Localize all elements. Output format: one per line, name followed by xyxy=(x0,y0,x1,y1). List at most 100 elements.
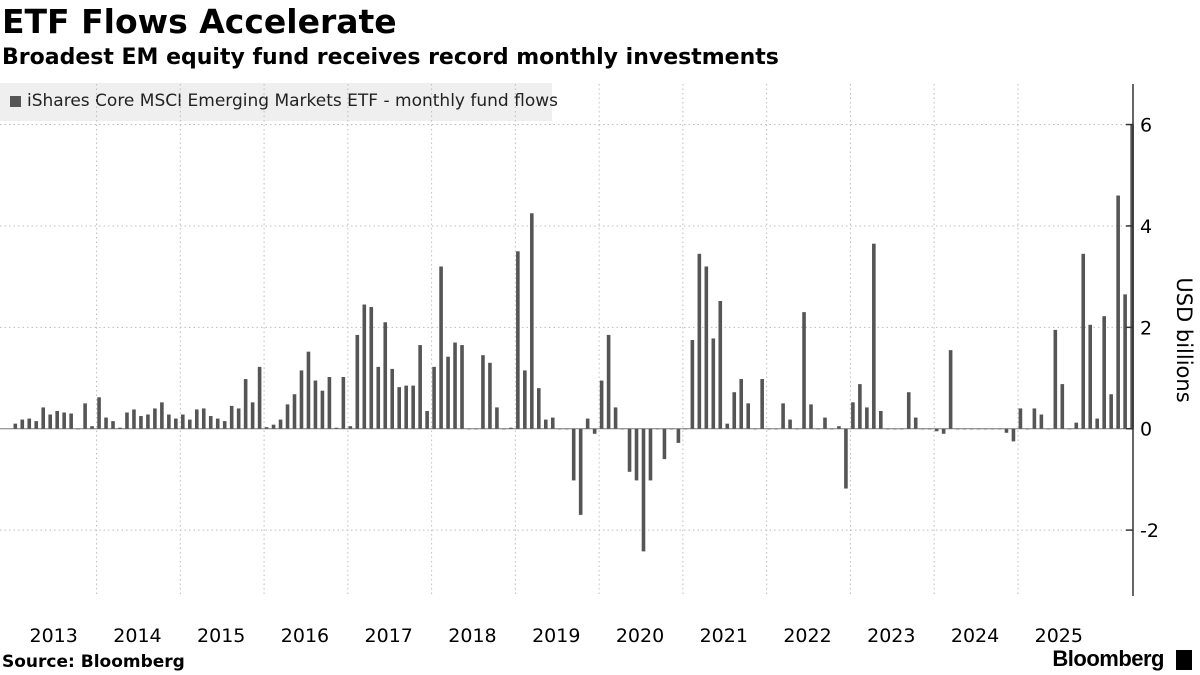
bar xyxy=(250,402,255,429)
bar xyxy=(704,266,709,429)
bar xyxy=(1095,418,1099,429)
bloomberg-terminal-icon xyxy=(1176,650,1192,670)
bar xyxy=(474,428,478,430)
bar xyxy=(62,412,66,429)
bar xyxy=(348,426,353,429)
bar xyxy=(264,427,269,429)
bar xyxy=(592,428,597,434)
bar xyxy=(111,421,115,429)
bar xyxy=(969,428,974,430)
bar xyxy=(1130,124,1134,429)
bar xyxy=(641,428,646,552)
bar xyxy=(383,322,388,429)
bar xyxy=(550,417,555,429)
bar xyxy=(760,379,764,429)
x-tick-label: 2014 xyxy=(113,625,161,647)
bar xyxy=(767,428,771,430)
bar xyxy=(802,312,806,429)
bar xyxy=(634,428,639,481)
bar xyxy=(97,397,101,429)
bar xyxy=(669,428,674,430)
bar xyxy=(1102,316,1106,429)
bar xyxy=(83,403,87,429)
bar xyxy=(753,428,757,430)
bar xyxy=(188,419,192,429)
bar xyxy=(613,407,618,429)
bar xyxy=(1081,253,1086,429)
bar xyxy=(132,409,136,429)
bar xyxy=(1123,294,1127,429)
bloomberg-logo: Bloomberg xyxy=(1052,646,1164,671)
bar xyxy=(1060,384,1065,429)
bar xyxy=(313,380,318,429)
bar xyxy=(509,427,513,429)
y-tick-label: 4 xyxy=(1140,216,1152,238)
bar xyxy=(167,414,171,429)
bar xyxy=(571,428,576,481)
bar xyxy=(746,403,750,429)
chart-subtitle: Broadest EM equity fund receives record … xyxy=(2,45,779,70)
bar xyxy=(278,419,283,429)
bar xyxy=(362,304,367,429)
bar xyxy=(697,253,702,429)
bar xyxy=(34,421,39,429)
x-tick-label: 2022 xyxy=(783,625,831,647)
bar xyxy=(795,428,799,430)
bar xyxy=(453,342,457,429)
bar xyxy=(948,350,953,429)
chart-title: ETF Flows Accelerate xyxy=(2,2,397,41)
bar xyxy=(327,377,332,429)
legend: iShares Core MSCI Emerging Markets ETF -… xyxy=(0,83,558,121)
bar xyxy=(481,355,485,429)
bar xyxy=(55,410,59,429)
x-tick-label: 2021 xyxy=(700,625,748,647)
bar xyxy=(823,417,827,429)
x-tick-label: 2018 xyxy=(448,625,496,647)
bar xyxy=(341,377,346,429)
bar xyxy=(844,428,848,489)
x-tick-label: 2016 xyxy=(281,625,329,647)
bar xyxy=(690,340,695,429)
bar xyxy=(1067,428,1072,430)
bar xyxy=(236,408,241,429)
bar xyxy=(906,392,911,429)
bar xyxy=(585,418,590,429)
bar xyxy=(334,427,339,429)
bar xyxy=(76,428,80,430)
bar xyxy=(1039,414,1044,429)
x-tick-label: 2020 xyxy=(616,625,664,647)
bar xyxy=(983,428,988,430)
x-axis-labels: 2013 2014 2015 2016 2017 2018 2019 2020 2021 2022… xyxy=(30,625,1083,647)
bar xyxy=(460,345,464,429)
bar xyxy=(662,428,667,460)
y-axis: -2 0 2 4 6 xyxy=(1126,84,1159,596)
bar xyxy=(1074,422,1079,429)
bar xyxy=(222,421,227,429)
bar xyxy=(872,243,876,429)
bar xyxy=(146,414,150,429)
legend-label: iShares Core MSCI Emerging Markets ETF -… xyxy=(27,91,558,111)
bar xyxy=(257,366,262,429)
bar xyxy=(865,407,869,429)
bar xyxy=(599,380,604,429)
bar xyxy=(1116,195,1120,429)
y-tick-label: 0 xyxy=(1140,419,1152,441)
bar xyxy=(655,428,660,430)
grid-lines xyxy=(0,84,1133,596)
bar xyxy=(683,428,688,430)
bar xyxy=(139,416,143,429)
bar xyxy=(411,385,415,429)
bar xyxy=(858,384,862,429)
bar xyxy=(446,356,450,429)
bar xyxy=(913,417,918,429)
bar xyxy=(1025,428,1030,430)
bar xyxy=(160,402,164,429)
bar xyxy=(125,412,129,429)
bar xyxy=(920,428,925,430)
bar xyxy=(739,379,744,429)
bar xyxy=(404,385,408,429)
bar xyxy=(1053,329,1058,429)
bar xyxy=(201,408,206,429)
bar xyxy=(69,413,73,429)
bar xyxy=(606,334,611,429)
